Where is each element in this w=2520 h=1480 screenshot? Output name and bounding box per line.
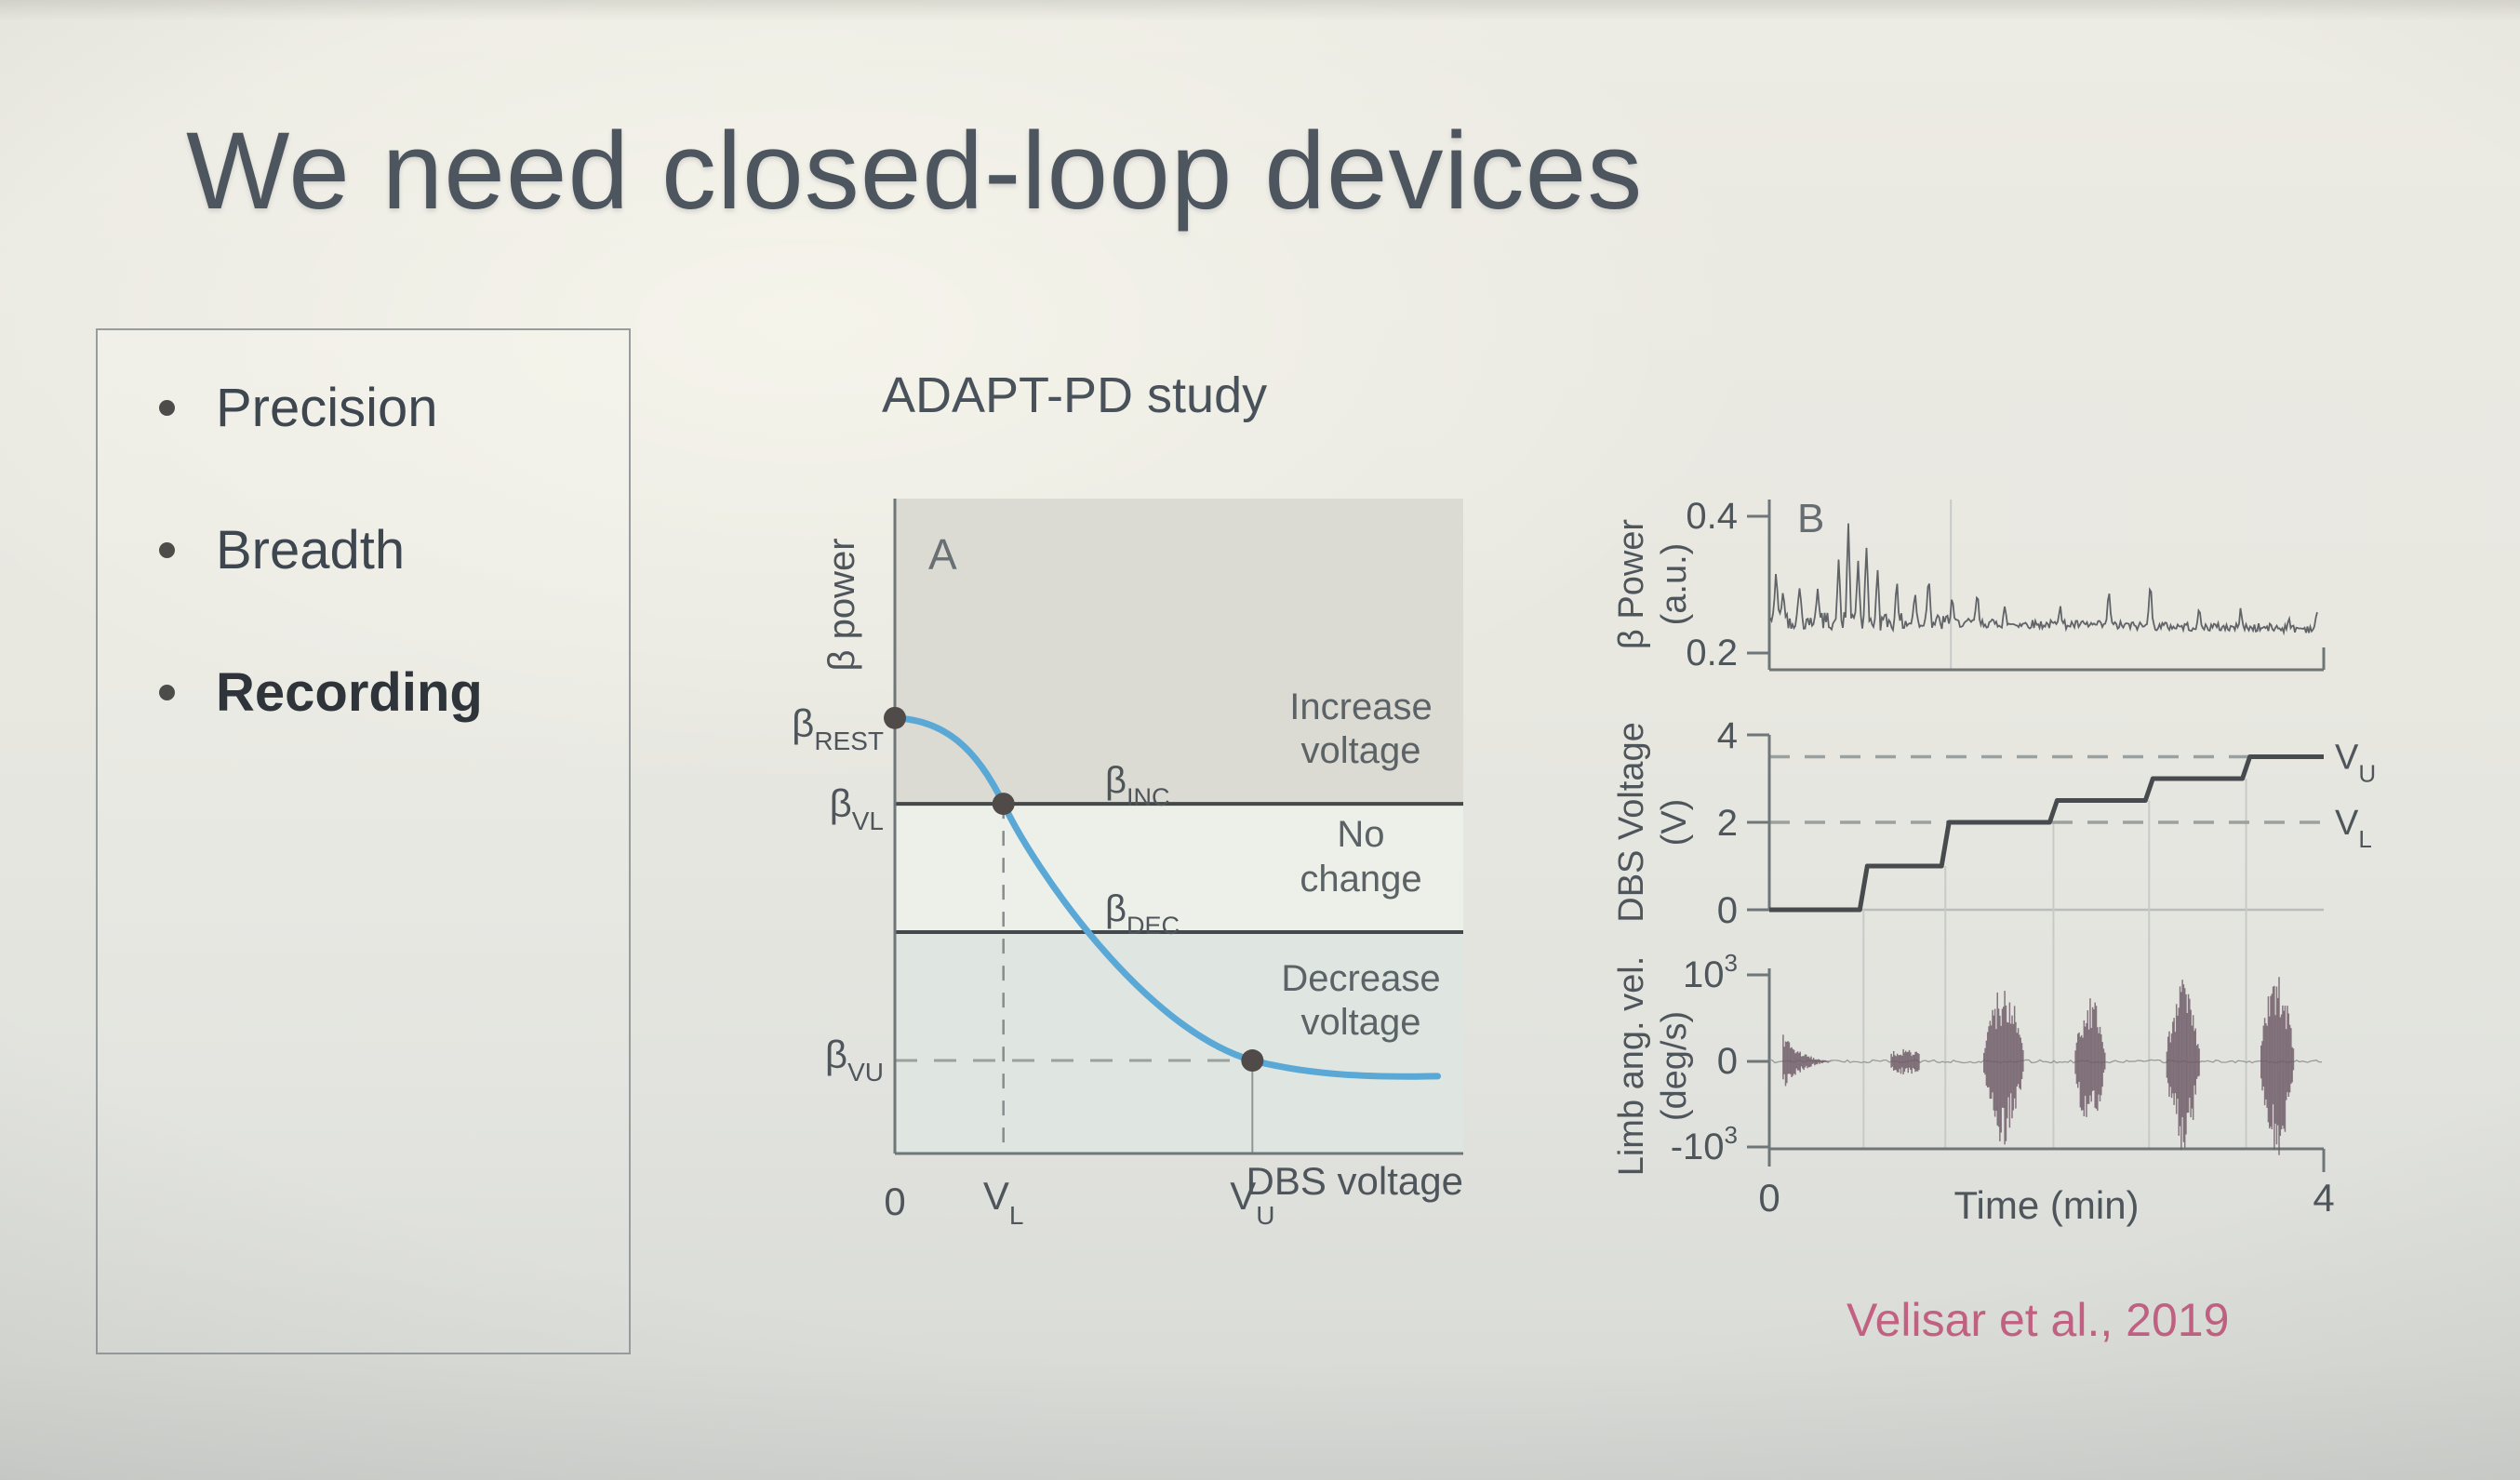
panel-a-guides [895,804,1254,1153]
panel-a-xlabel: DBS voltage [1247,1159,1463,1203]
bullet-label: Recording [216,662,483,723]
bullet-item-precision: Precision [159,377,629,439]
limb-bursts [1782,977,2295,1155]
panel-a-label: A [928,530,957,579]
bullet-label: Precision [216,378,438,438]
limb-ylabel: Limb ang. vel. [1612,956,1651,1177]
dbs-voltage-plot: VU VL 4 2 0 DBS Voltage (V) [1612,715,2376,1149]
bullet-list: Precision Breadth Recording [98,330,629,724]
beta-vu-label: βVU [825,1033,884,1087]
region-label: voltage [1301,1002,1421,1043]
time-axis-label: Time (min) [1953,1183,2139,1227]
bullet-box: Precision Breadth Recording [96,328,631,1354]
panel-b-figure: 0.4 0.2 Bβ Power (a.u.) VU VL 4 2 0 DBS Voltage (V… [1612,496,2376,1227]
panel-a-axes [893,499,1463,1155]
panel-a-threshold-lines [895,802,1463,935]
region-label: Increase [1289,687,1432,727]
y-tick: -103 [1671,1121,1738,1167]
y-tick: 4 [1717,715,1738,756]
y-tick: 0.4 [1686,496,1738,537]
panel-a-curve-points [884,706,1264,1073]
x-tick-vl: VL [983,1174,1024,1230]
panel-a-figure: Aβ powerβRESTβVLβVUβINCβDECIncreasevolta… [792,499,1463,1230]
beta-power-ylabel-units: (a.u.) [1655,543,1694,626]
x-tick-0: 0 [1758,1176,1780,1220]
panel-b-label: B [1797,496,1824,541]
citation-text: Velisar et al., 2019 [1847,1294,2230,1346]
bullet-item-breadth: Breadth [159,519,629,581]
panel-a-curve [891,714,1442,1080]
panel-a-ylabel: β power [821,538,862,671]
x-tick-4: 4 [2313,1176,2334,1220]
bullet-label: Breadth [216,520,406,580]
y-tick: 0.2 [1686,633,1738,673]
region-label: No [1337,814,1384,855]
dbs-voltage-ylabel-units: (V) [1655,799,1694,847]
beta-rest-label: βREST [792,701,884,755]
slide-title: We need closed-loop devices [186,110,1644,233]
dbs-voltage-ylabel: DBS Voltage [1612,722,1651,922]
beta-vl-label: βVL [830,781,884,835]
bullet-dot-icon [159,542,175,558]
y-tick: 2 [1717,803,1738,844]
panel-a-regions [895,499,1463,1153]
beta-power-trace [1769,523,2318,636]
voltage-step-trace [1769,754,2324,913]
beta-power-plot: 0.4 0.2 Bβ Power (a.u.) [1612,496,2326,673]
y-tick: 103 [1683,949,1738,995]
y-tick: 0 [1717,1041,1738,1082]
voltage-threshold-label: VL [2335,804,2372,853]
y-tick: 0 [1717,890,1738,931]
adapt-pd-heading: ADAPT-PD study [882,367,1268,423]
region-label: voltage [1301,730,1421,771]
limb-baseline-trace [1768,1059,2323,1064]
region-label: change [1300,859,1421,900]
beta-power-ylabel: β Power [1612,519,1651,649]
voltage-threshold-label: VU [2335,739,2376,788]
bullet-dot-icon [159,685,175,700]
bullet-item-recording: Recording [159,661,629,724]
limb-velocity-plot: 103 0 -103 0 4 Time (min) Limb ang. vel. (deg/s… [1612,949,2335,1227]
region-label: Decrease [1281,958,1440,999]
limb-ylabel-units: (deg/s) [1655,1011,1694,1121]
x-tick-0: 0 [884,1180,905,1223]
bullet-dot-icon [159,400,175,416]
